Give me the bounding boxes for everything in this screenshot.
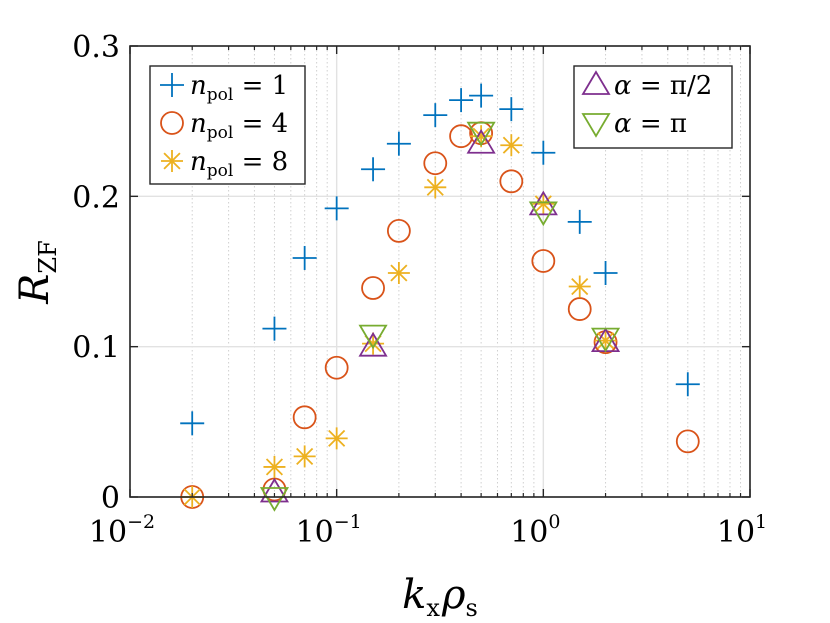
- data-point-circle: [567, 297, 592, 321]
- data-point-asterisk: [263, 455, 286, 478]
- data-point-triangle-down: [358, 324, 388, 350]
- data-point-circle: [361, 276, 385, 300]
- data-point-circle: [531, 249, 556, 273]
- legend-n-pol: npol = 1 npol = 4 npol = 8: [149, 65, 306, 185]
- minor-grid: [191, 46, 742, 497]
- data-point-triangle-down: [590, 327, 621, 353]
- data-point-triangle-up: [466, 128, 496, 154]
- data-point-triangle-up: [259, 477, 290, 503]
- data-point-circle: [499, 169, 524, 194]
- data-point-circle: [386, 219, 411, 243]
- y-tick-label: 0.1: [72, 331, 120, 366]
- data-point-asterisk: [387, 262, 410, 285]
- data-point-plus: [361, 157, 386, 182]
- data-point-triangle-down: [259, 487, 290, 512]
- legend-label: npol = 1: [190, 71, 288, 105]
- legend-marker-asterisk: [161, 150, 183, 172]
- x-tick-label: 10−2: [89, 511, 155, 550]
- data-point-plus: [567, 209, 592, 234]
- x-tick-label: 101: [717, 511, 767, 550]
- data-point-asterisk: [325, 427, 348, 450]
- data-point-triangle-down: [528, 201, 558, 227]
- y-tick-label: 0.3: [72, 30, 120, 65]
- legend-marker-plus: [160, 73, 184, 97]
- legend-alpha: α = π/2 α = π: [573, 65, 733, 149]
- data-point-triangle-up: [358, 331, 388, 357]
- y-axis-label: RZF: [12, 240, 62, 304]
- y-tick-label: 0: [101, 481, 120, 516]
- data-point-plus: [292, 245, 317, 270]
- data-point-plus: [180, 411, 205, 436]
- data-point-triangle-down: [466, 121, 496, 147]
- data-point-plus: [262, 316, 287, 341]
- x-tick-label: 10−1: [296, 511, 362, 550]
- data-point-plus: [675, 372, 700, 397]
- plot-frame: [129, 45, 751, 498]
- data-point-plus: [324, 196, 349, 221]
- x-tick-label: 100: [510, 511, 560, 550]
- x-axis-label: kxρs: [402, 572, 478, 622]
- data-point-plus: [593, 261, 618, 286]
- data-point-asterisk: [568, 275, 591, 298]
- data-point-plus: [499, 97, 524, 122]
- data-point-circle: [292, 405, 317, 430]
- data-point-plus: [423, 103, 448, 128]
- y-tick-label: 0.2: [72, 180, 120, 215]
- data-point-asterisk: [500, 134, 523, 157]
- legend-marker-triangle-up: [581, 70, 611, 95]
- data-point-plus: [386, 131, 411, 156]
- axis-ticks: [129, 45, 751, 498]
- legend-label: npol = 8: [190, 147, 288, 181]
- data-point-plus: [469, 83, 494, 108]
- legend-marker-circle: [160, 111, 184, 135]
- legend-marker-triangle-down: [581, 113, 611, 138]
- data-point-plus: [449, 88, 474, 113]
- tick-labels: 10−2 10−1 100 101 0 0.1 0.2 0.3: [72, 30, 767, 550]
- data-point-triangle-up: [528, 190, 558, 216]
- data-markers: [180, 83, 700, 512]
- data-point-plus: [531, 140, 556, 165]
- data-point-circle: [324, 355, 349, 380]
- data-point-circle: [675, 429, 700, 454]
- legend-label: α = π/2: [614, 71, 712, 101]
- data-point-asterisk: [293, 445, 316, 468]
- data-point-asterisk: [424, 176, 447, 199]
- data-point-circle: [423, 151, 448, 176]
- legend-label: α = π: [614, 109, 687, 139]
- legend-label: npol = 4: [190, 109, 288, 143]
